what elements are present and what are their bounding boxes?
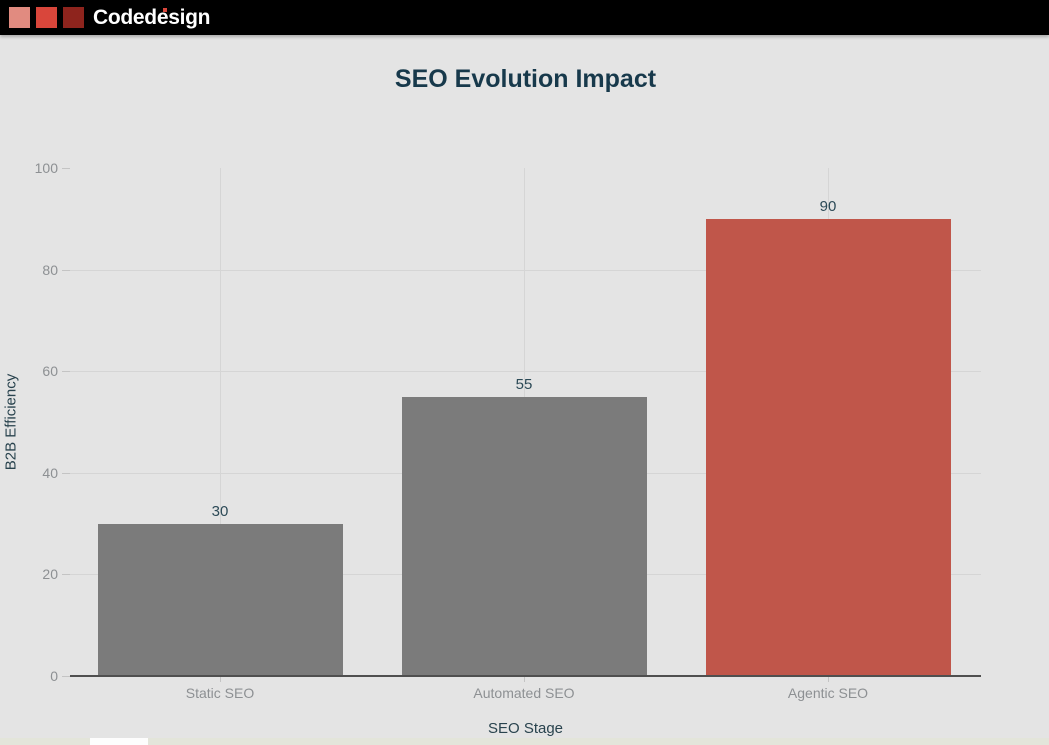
chart-title: SEO Evolution Impact — [394, 65, 657, 93]
horizontal-gridline — [70, 371, 981, 373]
y-tick-mark — [62, 168, 70, 169]
bar-value-label: 55 — [515, 375, 533, 393]
bar-agentic-seo — [705, 218, 951, 676]
y-tick-mark — [62, 371, 70, 373]
app-header: Codedesign — [0, 0, 1049, 35]
y-tick-label: 20 — [42, 566, 58, 583]
x-category-label: Static SEO — [185, 685, 255, 701]
x-category-label: Automated SEO — [473, 685, 575, 701]
y-tick-label: 100 — [34, 160, 58, 176]
y-tick-label: 40 — [42, 464, 58, 481]
logo-square-icon — [63, 7, 84, 28]
x-axis-line — [70, 675, 981, 677]
logo-square-icon — [9, 7, 30, 28]
bar-automated-seo — [401, 396, 647, 676]
y-tick-label: 60 — [42, 363, 58, 380]
x-axis-label: SEO Stage — [487, 720, 564, 737]
brand-logo[interactable]: Codedesign — [9, 0, 210, 35]
taskbar-item[interactable] — [90, 738, 148, 745]
bar-value-label: 30 — [211, 502, 229, 520]
y-tick-mark — [62, 269, 70, 271]
brand-wordmark: Codedesign — [93, 6, 211, 29]
logo-square-icon — [36, 7, 57, 28]
y-axis-label: B2B Efficiency — [2, 373, 20, 471]
vertical-gridline — [220, 168, 221, 676]
bar-value-label: 90 — [819, 197, 837, 215]
x-tick-mark — [828, 677, 829, 682]
x-category-label: Agentic SEO — [787, 685, 869, 701]
bar-static-seo — [97, 523, 343, 676]
taskbar-strip — [0, 738, 1049, 745]
x-tick-mark — [220, 677, 221, 682]
y-tick-label: 0 — [50, 668, 58, 684]
y-tick-mark — [62, 574, 70, 576]
horizontal-gridline — [70, 269, 981, 271]
y-tick-mark — [62, 676, 70, 677]
brand-i-dot-icon — [163, 8, 167, 12]
y-tick-mark — [62, 472, 70, 474]
y-tick-label: 80 — [42, 261, 58, 278]
x-tick-mark — [524, 677, 525, 682]
